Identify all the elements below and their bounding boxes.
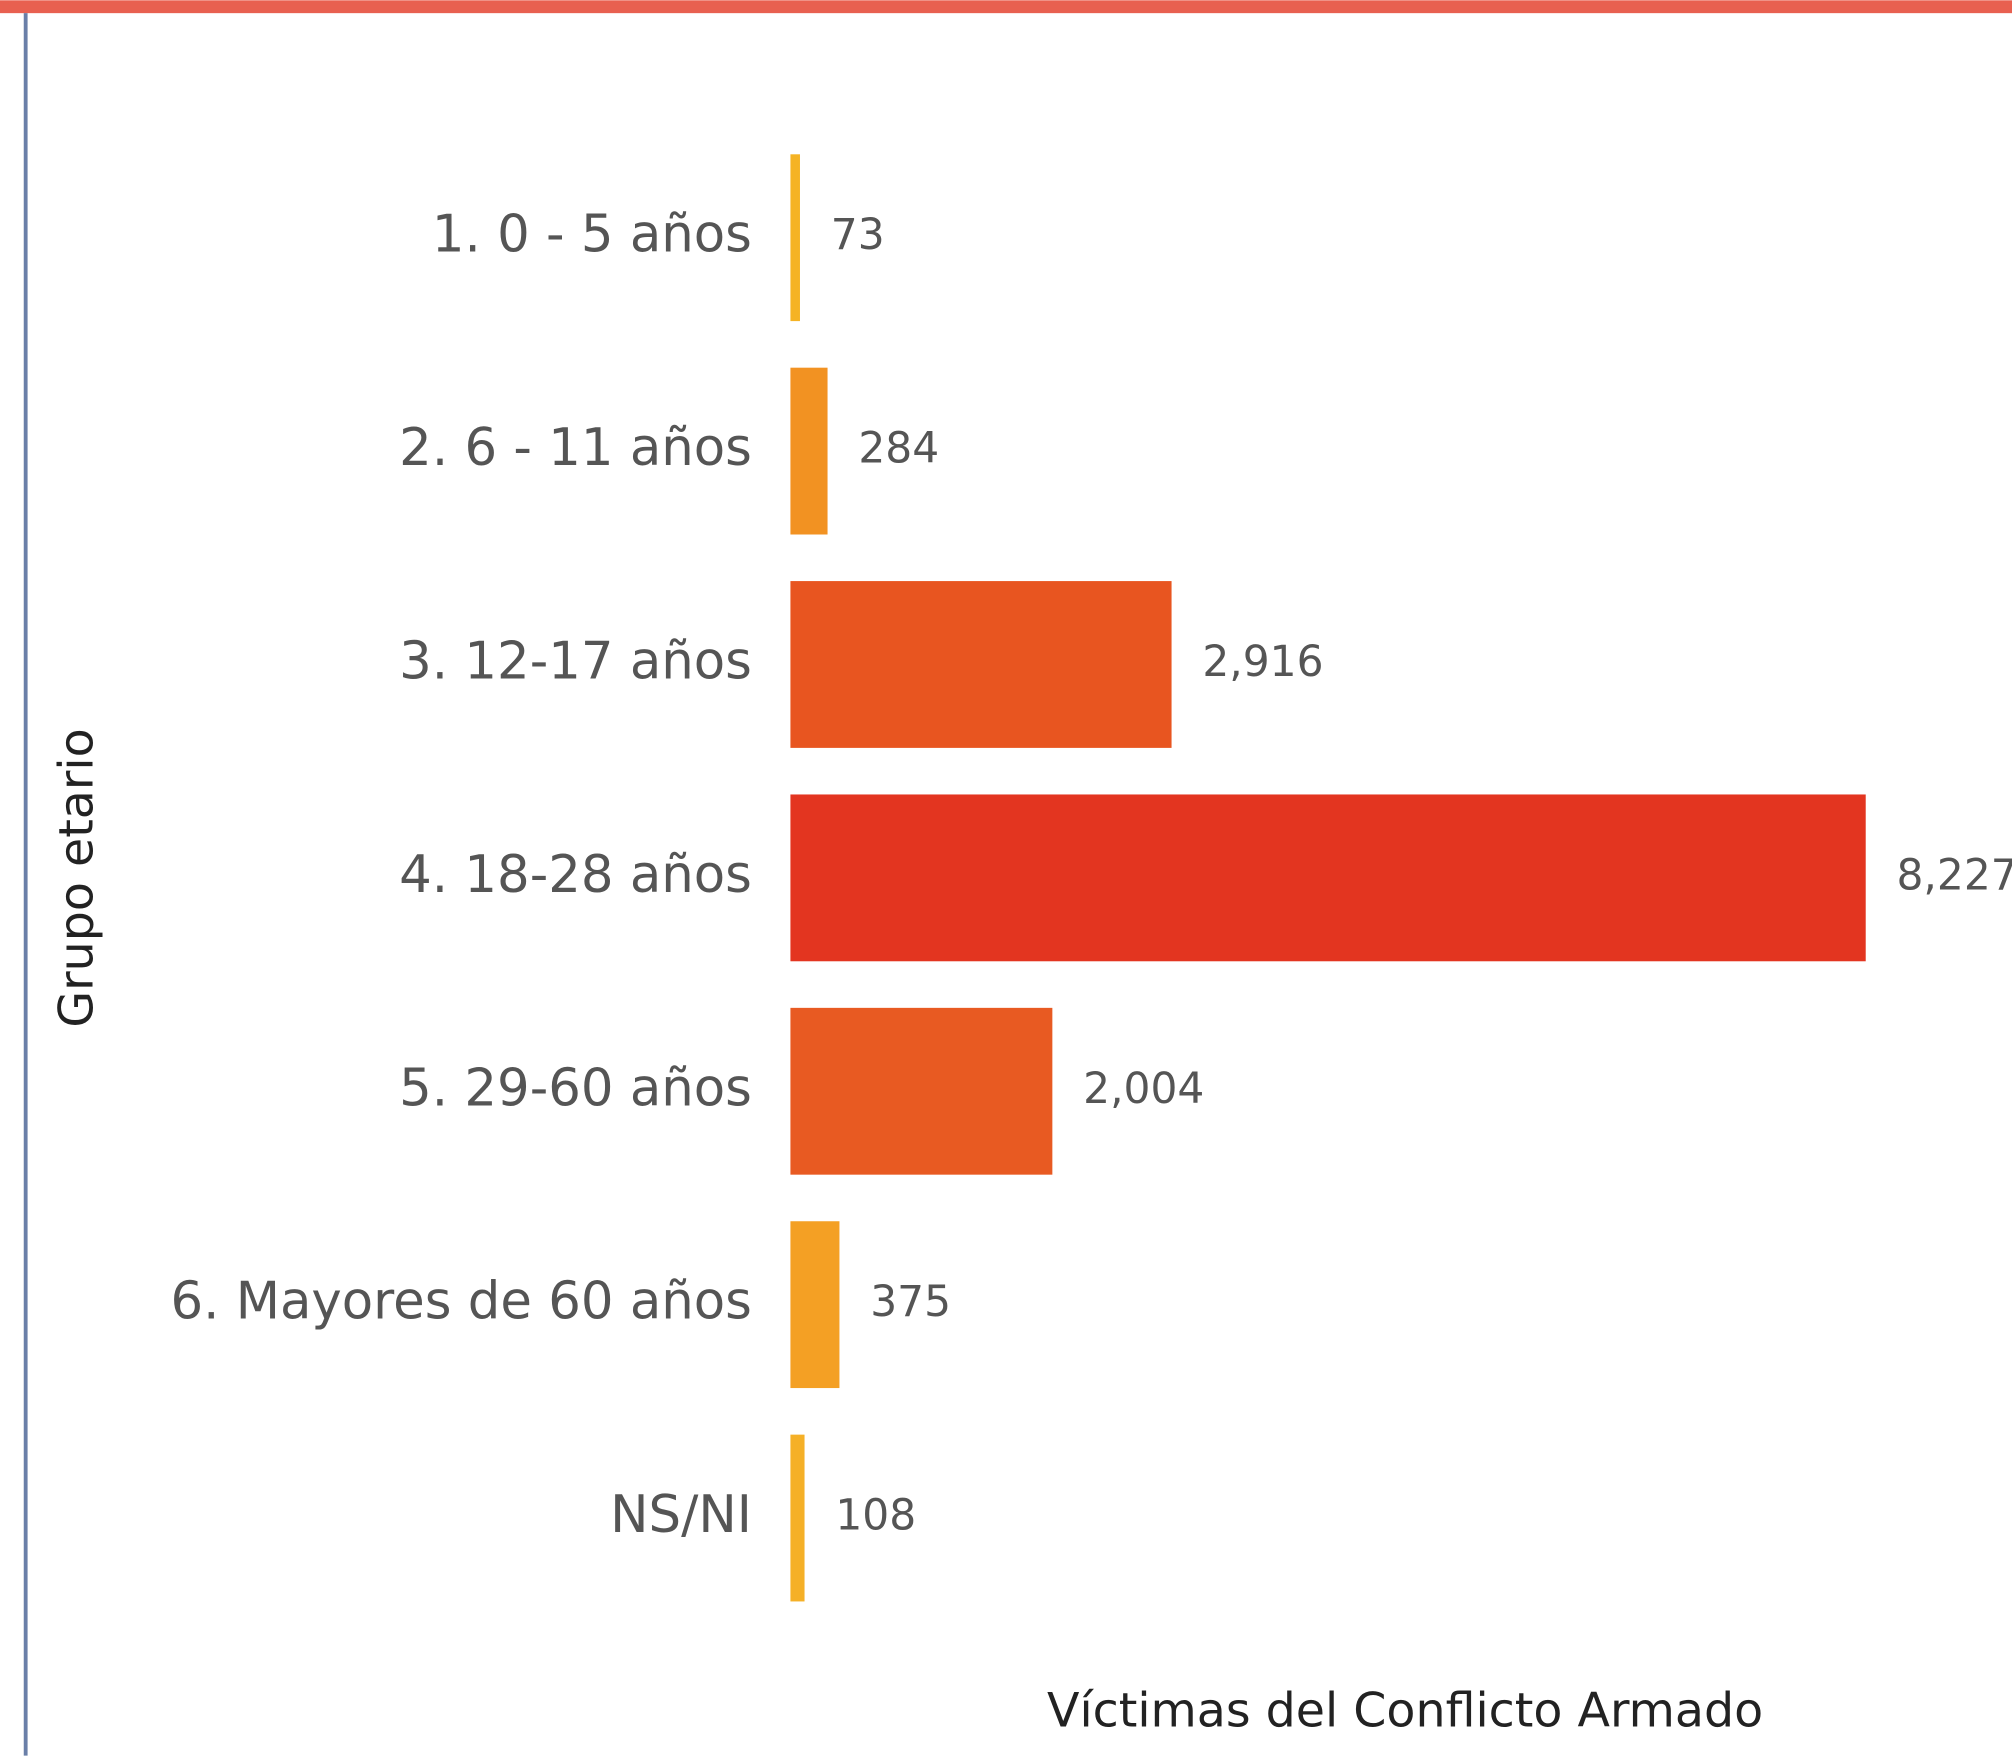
bar bbox=[790, 1434, 805, 1602]
bar bbox=[790, 794, 1866, 962]
value-label: 8,227 bbox=[1897, 850, 2012, 899]
bar bbox=[790, 581, 1172, 748]
top-accent bbox=[0, 0, 2012, 14]
category-label: NS/NI bbox=[610, 1485, 752, 1545]
category-label: 1. 0 - 5 años bbox=[432, 205, 752, 265]
bar bbox=[790, 1007, 1053, 1175]
category-label: 6. Mayores de 60 años bbox=[170, 1272, 751, 1332]
y-axis-title: Grupo etario bbox=[50, 728, 105, 1027]
bar bbox=[790, 1221, 840, 1389]
value-label: 73 bbox=[831, 210, 885, 259]
value-label: 108 bbox=[835, 1491, 916, 1540]
value-label: 2,004 bbox=[1083, 1064, 1204, 1113]
x-axis-title: Víctimas del Conflicto Armado bbox=[1047, 1683, 1763, 1738]
bar bbox=[790, 154, 800, 322]
value-label: 284 bbox=[858, 424, 939, 473]
category-label: 3. 12-17 años bbox=[399, 631, 752, 691]
value-label: 2,916 bbox=[1202, 637, 1323, 686]
value-label: 375 bbox=[870, 1277, 951, 1326]
category-label: 2. 6 - 11 años bbox=[399, 418, 752, 478]
category-label: 4. 18-28 años bbox=[399, 845, 752, 905]
category-label: 5. 29-60 años bbox=[399, 1058, 752, 1118]
bar bbox=[790, 367, 828, 535]
